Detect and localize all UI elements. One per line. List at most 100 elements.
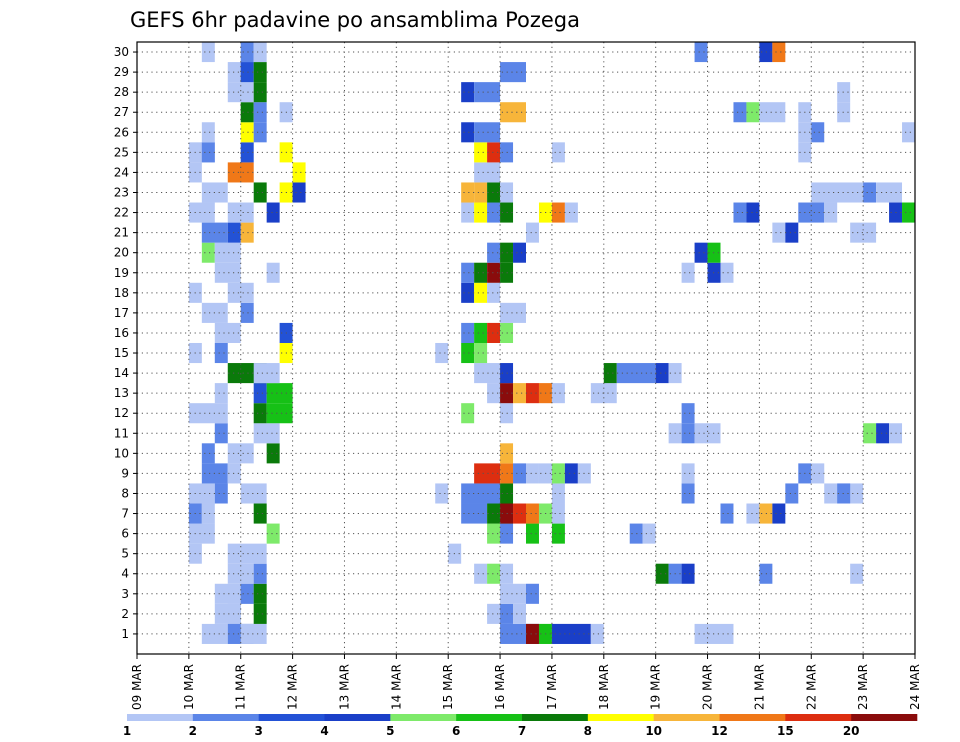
heatmap-cell [500, 142, 514, 163]
y-tick-label: 4 [121, 567, 129, 581]
heatmap-cell [500, 262, 514, 283]
heatmap-cell [188, 403, 228, 424]
colorbar-swatch [258, 714, 325, 721]
heatmap-cell [266, 443, 280, 464]
heatmap-cell [201, 42, 215, 63]
plot-frame [136, 41, 916, 655]
colorbar-label: 7 [518, 724, 526, 738]
heatmap-cell [227, 543, 241, 564]
heatmap-cell [253, 182, 267, 203]
colorbar-swatch [192, 714, 259, 721]
heatmap-cell [227, 443, 254, 464]
heatmap-cell [188, 483, 215, 504]
heatmap-cell [253, 122, 267, 143]
heatmap-cell [461, 182, 475, 203]
heatmap-cell [435, 342, 449, 364]
heatmap-cell [461, 342, 475, 364]
x-axis-ticks: 09 MAR 10 MAR 11 MAR 12 MAR 13 MAR 14 MAR 15 M… [130, 654, 922, 710]
heatmap-cell [240, 102, 254, 123]
heatmap-cell [214, 423, 228, 444]
heatmap-cell [772, 503, 786, 524]
heatmap-cell [526, 383, 539, 404]
heatmap-cell [253, 503, 267, 524]
heatmap-cell [201, 443, 215, 464]
colorbar-label: 3 [254, 724, 262, 738]
heatmap-cell [461, 403, 475, 424]
y-tick-label: 23 [114, 185, 129, 199]
heatmap-cell [266, 403, 293, 424]
heatmap-cell [876, 423, 890, 444]
heatmap-cell [214, 342, 228, 364]
heatmap-cell [240, 42, 254, 63]
heatmap-cell [253, 563, 267, 584]
y-tick-label: 18 [114, 286, 129, 300]
colorbar-label: 10 [645, 724, 662, 738]
heatmap-cell [201, 142, 215, 163]
heatmap-cell [240, 483, 267, 504]
heatmap-cell [850, 563, 864, 584]
heatmap-cell [201, 503, 215, 524]
heatmap-cell [474, 202, 488, 223]
heatmap-cell [811, 463, 825, 484]
y-tick-label: 14 [114, 366, 129, 380]
heatmap-cell [227, 82, 254, 103]
colorbar-swatch [653, 714, 720, 721]
heatmap-cell [214, 322, 241, 343]
heatmap-cell [500, 322, 514, 343]
heatmap-cell [487, 523, 501, 544]
heatmap-cell [681, 463, 695, 484]
heatmap-cell [785, 222, 799, 243]
heatmap-cell [746, 503, 760, 524]
heatmap-cell [474, 142, 488, 163]
heatmap-cell [461, 483, 501, 504]
heatmap-cell [564, 202, 578, 223]
heatmap-cell [500, 242, 514, 263]
heatmap-cell [487, 282, 501, 303]
heatmap-cell [487, 262, 501, 283]
heatmap-cell [227, 222, 241, 243]
heatmap-cell [681, 403, 695, 424]
heatmap-cell [240, 623, 267, 644]
heatmap-cell [266, 262, 280, 283]
x-tick-label: 19 MAR [649, 664, 663, 710]
heatmap-cell [253, 82, 267, 103]
heatmap-cell [201, 242, 215, 263]
heatmap-cell [902, 202, 915, 223]
heatmap-cell [642, 523, 656, 544]
heatmap-cell [487, 182, 501, 203]
heatmap-cell [500, 302, 526, 323]
heatmap-cell [253, 583, 267, 604]
colorbar: 1 2 3 4 5 6 7 8 10 12 15 20 [123, 714, 918, 738]
heatmap-cell [227, 463, 241, 484]
heatmap-cell [227, 563, 254, 584]
colorbar-label: 15 [777, 724, 794, 738]
heatmap-cell [487, 242, 501, 263]
heatmap-cell [551, 463, 565, 484]
heatmap-cell [863, 423, 877, 444]
x-tick-label: 23 MAR [856, 664, 870, 710]
x-tick-label: 11 MAR [234, 664, 248, 710]
heatmap-cell [902, 122, 915, 143]
y-tick-label: 13 [114, 386, 129, 400]
y-tick-label: 26 [114, 125, 129, 139]
y-tick-label: 17 [114, 306, 129, 320]
heatmap-cell [694, 242, 708, 263]
heatmap-cell [214, 242, 241, 263]
heatmap-cell [292, 182, 306, 203]
heatmap-cell [720, 503, 734, 524]
y-tick-label: 28 [114, 85, 129, 99]
y-tick-label: 20 [114, 246, 129, 260]
heatmap-cell [474, 82, 501, 103]
heatmap-cell [526, 503, 539, 524]
x-tick-label: 12 MAR [286, 664, 300, 710]
heatmap-cell [240, 122, 254, 143]
y-tick-label: 6 [121, 527, 129, 541]
heatmap-cell [461, 82, 475, 103]
heatmap-cell [500, 523, 514, 544]
heatmap-cell [461, 202, 475, 223]
heatmap-cell [526, 463, 539, 484]
y-tick-label: 15 [114, 346, 129, 360]
colorbar-label: 2 [189, 724, 197, 738]
heatmap-cell [266, 523, 280, 544]
heatmap-cell [487, 202, 501, 223]
